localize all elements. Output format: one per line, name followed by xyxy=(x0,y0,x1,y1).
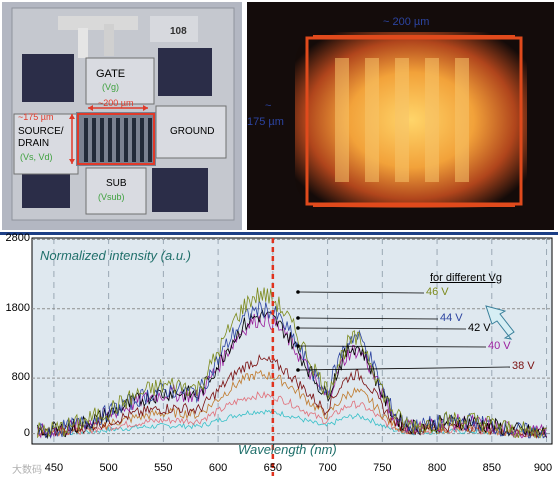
series-label-anchor xyxy=(296,344,300,348)
emission-image: ~ 200 µm ~ 175 µm xyxy=(247,2,554,230)
x-tick-label: 500 xyxy=(99,462,118,474)
y-tick-label: 1800 xyxy=(5,301,30,314)
spectrum-series-line xyxy=(37,287,547,439)
x-tick-label: 650 xyxy=(263,462,282,474)
y-tick-label: 800 xyxy=(11,371,30,384)
series-label-leader xyxy=(297,366,511,371)
chip-micrograph: 108 GATE (Vg) ~200 µm ~175 µm SOURCE/ DR… xyxy=(2,2,242,230)
series-label-leader xyxy=(297,317,439,320)
series-label: 46 V xyxy=(426,286,449,298)
x-tick-label: 900 xyxy=(533,462,553,474)
x-tick-label: 700 xyxy=(318,462,337,474)
source-sub-label: (Vs, Vd) xyxy=(20,152,53,162)
legend-title: for different Vg xyxy=(430,272,502,284)
series-label-leader xyxy=(297,345,487,348)
thermal-height-label-1: ~ xyxy=(265,100,272,112)
series-label: 44 V xyxy=(440,312,463,324)
chip-height-label: ~175 µm xyxy=(18,112,54,122)
series-label-leader xyxy=(297,291,425,294)
source-label-1: SOURCE/ xyxy=(18,126,64,137)
ground-label: GROUND xyxy=(170,126,215,137)
x-tick-label: 550 xyxy=(154,462,173,474)
series-label-anchor xyxy=(296,368,300,372)
spectrum-plot-svg xyxy=(31,237,553,476)
y-axis-title: Normalized intensity (a.u.) xyxy=(40,248,191,263)
spectrum-plot: Normalized intensity (a.u.) Wavelength (… xyxy=(0,232,558,481)
gate-label: GATE xyxy=(96,68,126,80)
increasing-vg-arrow xyxy=(485,305,515,340)
gate-sub-label: (Vg) xyxy=(102,82,120,92)
spectrum-series-line xyxy=(37,409,547,437)
chip-layout-drawing xyxy=(2,2,242,230)
sub-label: SUB xyxy=(106,178,127,189)
thermal-width-label: ~ 200 µm xyxy=(383,16,430,28)
chip-id-label: 108 xyxy=(170,26,187,37)
spectrum-series-line xyxy=(37,309,547,440)
emission-glow-drawing xyxy=(247,2,554,230)
x-tick-label: 850 xyxy=(482,462,501,474)
x-tick-label: 600 xyxy=(208,462,228,474)
y-tick-label: 0 xyxy=(23,426,30,439)
x-tick-label: 750 xyxy=(373,462,392,474)
watermark: 大数码 xyxy=(12,465,42,476)
section-divider xyxy=(0,232,558,235)
series-label: 40 V xyxy=(488,340,511,352)
chip-width-label: ~200 µm xyxy=(98,98,134,108)
series-label-leader xyxy=(297,327,467,330)
y-tick-label: 2800 xyxy=(5,232,30,245)
spectrum-series-line xyxy=(37,390,547,438)
series-label-anchor xyxy=(296,326,300,330)
thermal-height-label-2: 175 µm xyxy=(247,116,284,128)
x-tick-label: 450 xyxy=(44,462,64,474)
series-label: 38 V xyxy=(512,360,535,372)
source-label-2: DRAIN xyxy=(18,138,50,149)
x-axis-title: Wavelength (nm) xyxy=(238,442,337,457)
series-label-anchor xyxy=(296,316,300,320)
sub-sub-label: (Vsub) xyxy=(98,192,125,202)
x-tick-label: 800 xyxy=(427,462,447,474)
series-label-anchor xyxy=(296,290,300,294)
series-label: 42 V xyxy=(468,322,491,334)
